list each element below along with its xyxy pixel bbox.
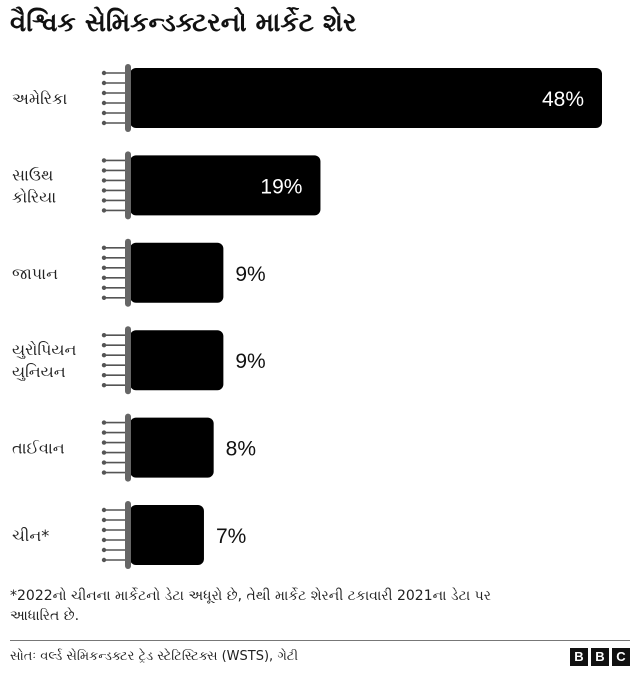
value-label: 48% <box>542 88 584 111</box>
bbc-logo: B B C <box>570 648 630 666</box>
chip-pin-dot <box>101 178 107 183</box>
category-label: સાઉથ <box>12 165 53 184</box>
chip-frame <box>125 151 131 220</box>
chart-title: વૈશ્વિક સેમિકન્ડક્ટરનો માર્કેટ શેર <box>10 8 357 38</box>
chip-pin-dot <box>101 100 107 106</box>
footnote: *2022નો ચીનના માર્કેટનો ડેટા અધૂરો છે, ત… <box>10 588 491 624</box>
chip-pin-dot <box>101 208 107 213</box>
logo-letter: B <box>591 648 609 666</box>
chip-frame <box>125 326 131 395</box>
chip-pin-dot <box>101 90 107 96</box>
category-label: ચીન* <box>12 526 49 545</box>
chip-pin-dot <box>101 470 107 475</box>
bar <box>130 505 204 565</box>
bar <box>130 242 224 303</box>
chip-frame <box>125 238 131 307</box>
category-label: તાઈવાન <box>12 439 65 458</box>
value-label: 9% <box>235 350 265 373</box>
chip-pin-dot <box>101 363 107 368</box>
category-label: અમેરિકા <box>12 89 67 108</box>
logo-letter: B <box>570 648 588 666</box>
chip-pin-dot <box>101 158 107 163</box>
chip-pin-dot <box>101 120 107 126</box>
chip-pin-dot <box>101 198 107 203</box>
value-label: 8% <box>226 438 256 461</box>
source-text: સોતઃ વર્લ્ડ સેમિકન્ડક્ટર ટ્રેડ સ્ટેટિસ્ટ… <box>10 649 299 664</box>
chip-pin-dot <box>101 440 107 445</box>
chip-pin-dot <box>101 383 107 388</box>
chip-pin-dot <box>101 557 107 563</box>
chip-pin-dot <box>101 295 107 300</box>
chip-pin-dot <box>101 450 107 455</box>
chip-pin-dot <box>101 245 107 250</box>
value-label: 19% <box>260 175 302 198</box>
chip-pin-dot <box>101 265 107 270</box>
bar-chart: અમેરિકા 48% સાઉથ કોરિયા 19% જાપાન 9% યુરોપિયન યુ… <box>12 64 602 569</box>
chip-pin-dot <box>101 420 107 425</box>
chip-pin-dot <box>101 285 107 290</box>
chip-pin-dot <box>101 547 107 553</box>
category-label: કોરિયા <box>12 187 56 206</box>
chip-pin-dot <box>101 275 107 280</box>
category-label: યુરોપિયન <box>12 340 76 359</box>
chip-frame <box>125 501 131 569</box>
bar <box>130 68 602 128</box>
bar <box>130 417 214 478</box>
chip-frame <box>125 64 131 132</box>
chip-pin-dot <box>101 373 107 378</box>
category-label: યુનિયન <box>12 362 66 381</box>
chip-pin-dot <box>101 333 107 338</box>
chip-frame <box>125 413 131 482</box>
chip-pin-dot <box>101 460 107 465</box>
bar <box>130 155 321 216</box>
chip-pin-dot <box>101 343 107 348</box>
chip-pin-dot <box>101 527 107 533</box>
chip-pin-dot <box>101 168 107 173</box>
value-label: 9% <box>235 263 265 286</box>
category-label: જાપાન <box>12 264 58 283</box>
chip-pin-dot <box>101 255 107 260</box>
chip-pin-dot <box>101 353 107 358</box>
chip-pin-dot <box>101 537 107 543</box>
chip-pin-dot <box>101 80 107 86</box>
chip-pin-dot <box>101 110 107 116</box>
divider <box>10 640 630 641</box>
bar <box>130 330 224 391</box>
chip-pin-dot <box>101 517 107 523</box>
value-label: 7% <box>216 525 246 548</box>
logo-letter: C <box>612 648 630 666</box>
chip-pin-dot <box>101 430 107 435</box>
chip-pin-dot <box>101 507 107 513</box>
chip-pin-dot <box>101 188 107 193</box>
chip-pin-dot <box>101 70 107 76</box>
